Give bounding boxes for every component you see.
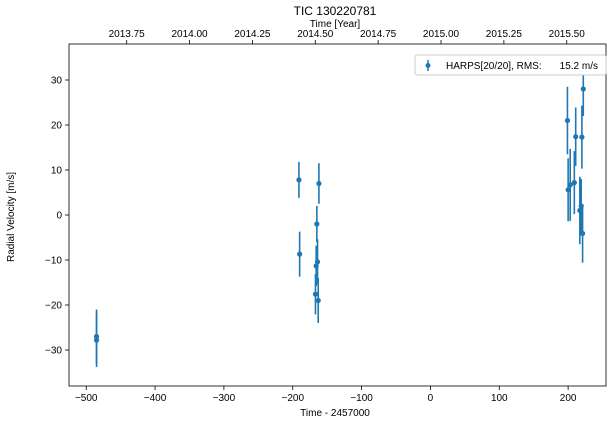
top-tick-label: 2014.00 [171, 29, 208, 40]
data-point [315, 297, 321, 304]
plot-area: −500 −400 −300 −200 −100 0 100 200−30−20−100102… [45, 29, 607, 404]
data-point [316, 180, 322, 187]
data-point [579, 134, 585, 140]
legend-rms-value: 15.2 m/s [560, 61, 598, 72]
y-tick-label: −20 [45, 301, 62, 312]
data-point [571, 180, 577, 186]
x-tick-label: −100 [350, 393, 373, 404]
top-tick-label: 2014.75 [360, 29, 397, 40]
data-point [314, 259, 321, 265]
data-point [93, 337, 100, 343]
top-tick-label: 2013.75 [109, 29, 146, 40]
x-tick-label: 200 [560, 393, 577, 404]
top-tick-label: 2015.50 [549, 29, 586, 40]
top-tick-label: 2015.25 [486, 29, 523, 40]
plot-frame [68, 43, 607, 387]
y-tick-label: 0 [56, 211, 62, 222]
data-point [314, 221, 320, 227]
y-tick-label: −30 [45, 346, 62, 357]
data-point [564, 117, 571, 124]
y-axis-label: Radial Velocity [m/s] [6, 172, 17, 262]
x-tick-label: −200 [281, 393, 304, 404]
legend-label: HARPS[20/20], RMS: [446, 61, 542, 72]
data-point [296, 177, 302, 183]
x-tick-label: −400 [144, 393, 167, 404]
data-point [312, 291, 319, 297]
top-tick-label: 2015.00 [423, 29, 460, 40]
chart-title: TIC 130220781 [294, 4, 377, 18]
x-tick-label: −500 [75, 393, 98, 404]
x-tick-label: 0 [428, 393, 434, 404]
legend: HARPS[20/20], RMS: 15.2 m/s [414, 54, 607, 76]
legend-box [414, 54, 607, 76]
y-tick-label: −10 [45, 256, 62, 267]
x-tick-label: −300 [213, 393, 236, 404]
data-point [579, 230, 586, 237]
x-axis-label: Time - 2457000 [300, 408, 370, 419]
x-tick-label: 100 [491, 393, 508, 404]
y-tick-label: 10 [51, 166, 63, 177]
data-point [297, 251, 303, 257]
top-tick-label: 2014.50 [297, 29, 334, 40]
data-point [567, 182, 573, 188]
top-axis-label: Time [Year] [310, 19, 361, 30]
data-point [580, 86, 586, 92]
top-tick-label: 2014.25 [234, 29, 271, 40]
y-tick-label: 30 [51, 76, 63, 87]
data-point [573, 134, 579, 140]
y-tick-label: 20 [51, 121, 63, 132]
legend-marker-icon [425, 63, 431, 68]
